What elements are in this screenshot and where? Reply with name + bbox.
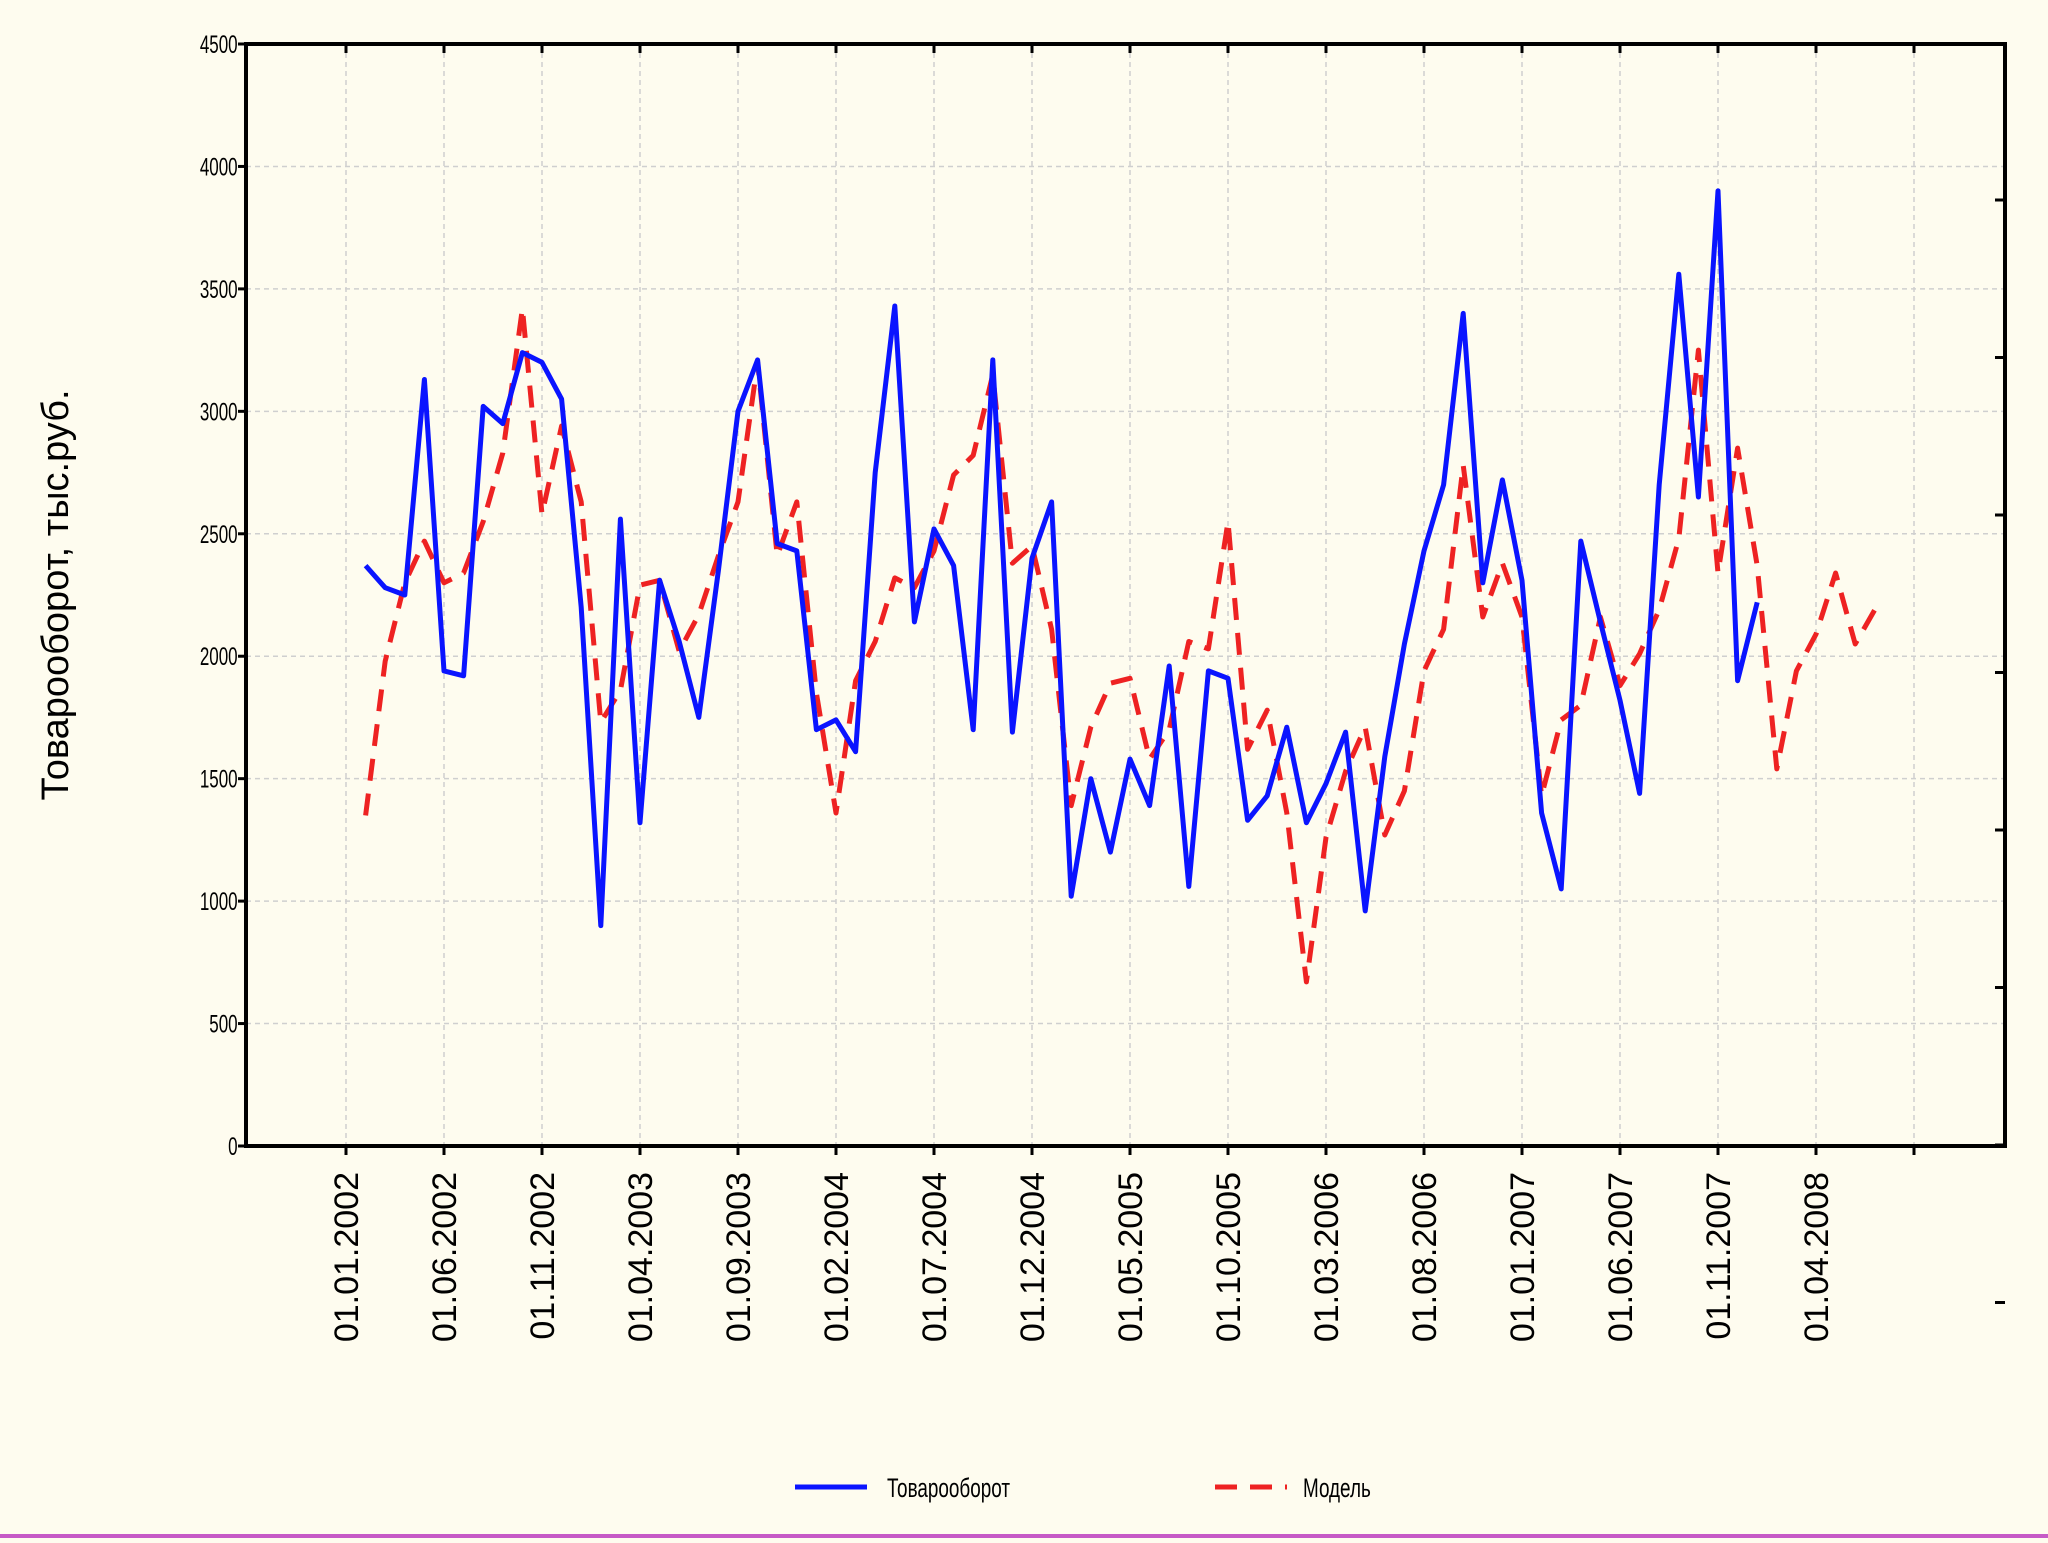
x-tick-label: 01.02.2004 (818, 1172, 856, 1342)
x-tick-label: 01.01.2007 (1504, 1172, 1542, 1342)
legend: Товарооборот Модель (795, 1473, 1371, 1503)
y-tick-label: 4000 (200, 153, 238, 181)
x-tick-label: 01.10.2005 (1210, 1172, 1248, 1342)
x-tick-label: 01.11.2007 (1700, 1172, 1738, 1340)
x-tick-label: 01.04.2008 (1798, 1172, 1836, 1342)
x-tick-label: 01.05.2005 (1112, 1172, 1150, 1342)
y-tick-label: 3000 (200, 398, 238, 426)
x-tick-label: 01.06.2002 (426, 1172, 464, 1342)
series-line-model (363, 306, 1877, 985)
series-lines (363, 188, 1877, 985)
x-tick-label: 01.06.2007 (1602, 1172, 1640, 1342)
y-tick-label: 4500 (200, 31, 238, 59)
legend-label: Модель (1303, 1473, 1371, 1503)
y-axis-tick-labels: 0 500 1000 1500 2000 2500 3000 3500 4000 4500 (200, 31, 238, 1161)
x-axis-tick-labels: 01.01.2002 01.06.2002 01.11.2002 01.04.2003… (328, 1172, 1836, 1342)
x-tick-label: 01.03.2006 (1308, 1172, 1346, 1342)
y-tick-label: 1000 (200, 888, 238, 916)
y-tick-label: 500 (209, 1010, 237, 1038)
x-tick-label: 01.09.2003 (720, 1172, 758, 1342)
x-tick-label: 01.04.2003 (622, 1172, 660, 1342)
x-tick-label: 01.08.2006 (1406, 1172, 1444, 1342)
y-tick-label: 3500 (200, 276, 238, 304)
x-tick-label: 01.11.2002 (524, 1172, 562, 1340)
slide-bottom-border (0, 1534, 2048, 1538)
series-line-turnover (363, 188, 1760, 929)
x-tick-label: 01.01.2002 (328, 1172, 366, 1342)
x-tick-label: 01.07.2004 (916, 1172, 954, 1342)
x-tick-label: 01.12.2004 (1014, 1172, 1052, 1342)
legend-label: Товарооборот (887, 1473, 1010, 1503)
gridlines (246, 44, 2005, 1146)
y-tick-label: 2500 (200, 521, 238, 549)
y-tick-label: 1500 (200, 765, 238, 793)
y-tick-label: 2000 (200, 643, 238, 671)
y-axis-label: Товарооборот, тыс.руб. (35, 389, 77, 800)
y-tick-label: 0 (228, 1133, 238, 1161)
plot-frame (244, 42, 2007, 1148)
axis-ticks (238, 42, 2005, 1304)
